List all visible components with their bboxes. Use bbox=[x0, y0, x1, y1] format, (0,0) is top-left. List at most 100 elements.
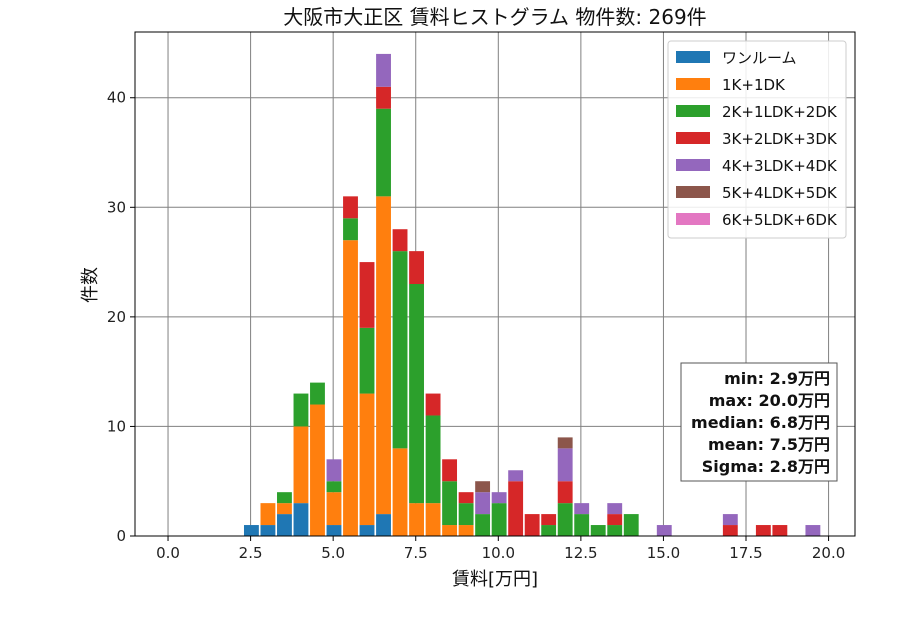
bar-segment bbox=[491, 503, 507, 536]
y-tick-label: 0 bbox=[116, 527, 126, 545]
legend-label: 3K+2LDK+3DK bbox=[722, 130, 838, 148]
bar-segment bbox=[359, 525, 375, 536]
x-tick-label: 15.0 bbox=[647, 544, 680, 562]
stats-line: median: 6.8万円 bbox=[691, 413, 830, 432]
chart-title: 大阪市大正区 賃料ヒストグラム 物件数: 269件 bbox=[283, 5, 706, 29]
bar-segment bbox=[376, 108, 391, 197]
x-tick-label: 7.5 bbox=[404, 544, 428, 562]
x-tick-label: 20.0 bbox=[812, 544, 845, 562]
legend-label: 4K+3LDK+4DK bbox=[722, 157, 838, 175]
legend-swatch bbox=[676, 51, 710, 63]
bar-segment bbox=[376, 196, 391, 515]
bar-segment bbox=[293, 393, 309, 427]
bar-segment bbox=[755, 525, 771, 536]
bar-segment bbox=[508, 481, 524, 536]
legend-label: 2K+1LDK+2DK bbox=[722, 103, 838, 121]
bar-segment bbox=[458, 525, 474, 536]
bar-segment bbox=[475, 481, 491, 493]
bar-segment bbox=[590, 525, 606, 536]
bar-segment bbox=[243, 525, 259, 536]
bar-segment bbox=[722, 525, 738, 536]
bar-segment bbox=[574, 514, 590, 536]
bar-segment bbox=[343, 196, 358, 219]
x-tick-label: 2.5 bbox=[239, 544, 263, 562]
bar-segment bbox=[293, 426, 309, 504]
bar-segment bbox=[458, 503, 474, 526]
legend-swatch bbox=[676, 159, 710, 171]
bar-segment bbox=[557, 503, 573, 536]
bar-segment bbox=[541, 525, 557, 536]
bar-layer bbox=[243, 53, 821, 536]
legend: ワンルーム 1K+1DK 2K+1LDK+2DK 3K+2LDK+3DK 4K+3LDK… bbox=[667, 40, 847, 239]
bar-segment bbox=[656, 525, 672, 536]
y-axis-label: 件数 bbox=[80, 267, 101, 303]
bar-segment bbox=[442, 525, 458, 536]
legend-label: 5K+4LDK+5DK bbox=[722, 184, 838, 202]
x-tick-label: 12.5 bbox=[564, 544, 597, 562]
bar-segment bbox=[310, 382, 325, 405]
legend-swatch bbox=[676, 105, 710, 117]
x-tick-label: 0.0 bbox=[156, 544, 180, 562]
bar-segment bbox=[805, 525, 821, 536]
bar-segment bbox=[607, 525, 623, 536]
bar-segment bbox=[326, 525, 342, 536]
x-tick-label: 17.5 bbox=[729, 544, 762, 562]
bar-segment bbox=[607, 503, 623, 515]
bar-segment bbox=[359, 327, 375, 394]
x-tick-label: 5.0 bbox=[321, 544, 345, 562]
bar-segment bbox=[623, 514, 639, 536]
stats-box: min: 2.9万円 max: 20.0万円 median: 6.8万円 mean: … bbox=[680, 362, 838, 482]
bar-segment bbox=[376, 53, 391, 87]
bar-segment bbox=[475, 514, 491, 536]
bar-segment bbox=[557, 437, 573, 449]
legend-label: 6K+5LDK+6DK bbox=[722, 211, 838, 229]
bar-segment bbox=[442, 481, 458, 526]
legend-label: 1K+1DK bbox=[722, 76, 786, 94]
bar-segment bbox=[277, 492, 292, 504]
bar-segment bbox=[425, 503, 441, 536]
bar-segment bbox=[475, 492, 491, 515]
bar-segment bbox=[442, 459, 458, 482]
stats-box-frame bbox=[680, 362, 838, 482]
bar-segment bbox=[326, 459, 342, 482]
bar-segment bbox=[508, 470, 524, 482]
bar-segment bbox=[277, 514, 292, 536]
bar-segment bbox=[574, 503, 590, 515]
bar-segment bbox=[343, 218, 358, 241]
bar-segment bbox=[425, 393, 441, 416]
bar-segment bbox=[524, 514, 540, 536]
bar-segment bbox=[359, 393, 375, 526]
legend-swatch bbox=[676, 213, 710, 225]
bar-segment bbox=[326, 492, 342, 526]
bar-segment bbox=[425, 415, 441, 504]
plot-frame bbox=[134, 31, 856, 537]
tick-layer: 0.0 2.5 5.0 7.5 10.0 12.5 15.0 17.5 20.0 0 10 20 30 4… bbox=[107, 89, 845, 562]
bar-segment bbox=[772, 525, 788, 536]
stats-line: Sigma: 2.8万円 bbox=[702, 457, 830, 476]
bar-segment bbox=[557, 448, 573, 482]
y-tick-label: 40 bbox=[107, 89, 126, 107]
bar-segment bbox=[293, 503, 309, 536]
bar-segment bbox=[722, 514, 738, 526]
bar-segment bbox=[343, 240, 358, 536]
bar-segment bbox=[260, 525, 276, 536]
stats-line: min: 2.9万円 bbox=[724, 369, 830, 388]
bar-segment bbox=[541, 514, 557, 526]
y-tick-label: 10 bbox=[107, 417, 126, 435]
legend-swatch bbox=[676, 186, 710, 198]
x-tick-label: 10.0 bbox=[482, 544, 515, 562]
bar-segment bbox=[326, 481, 342, 493]
legend-swatch bbox=[676, 132, 710, 144]
bar-segment bbox=[409, 503, 424, 536]
bar-segment bbox=[392, 229, 408, 252]
bar-segment bbox=[392, 251, 408, 449]
bar-segment bbox=[310, 404, 325, 536]
y-tick-label: 20 bbox=[107, 308, 126, 326]
bar-segment bbox=[607, 514, 623, 526]
legend-box bbox=[667, 40, 847, 239]
bar-segment bbox=[491, 492, 507, 504]
bar-segment bbox=[458, 492, 474, 504]
y-tick-label: 30 bbox=[107, 198, 126, 216]
bar-segment bbox=[409, 251, 424, 284]
